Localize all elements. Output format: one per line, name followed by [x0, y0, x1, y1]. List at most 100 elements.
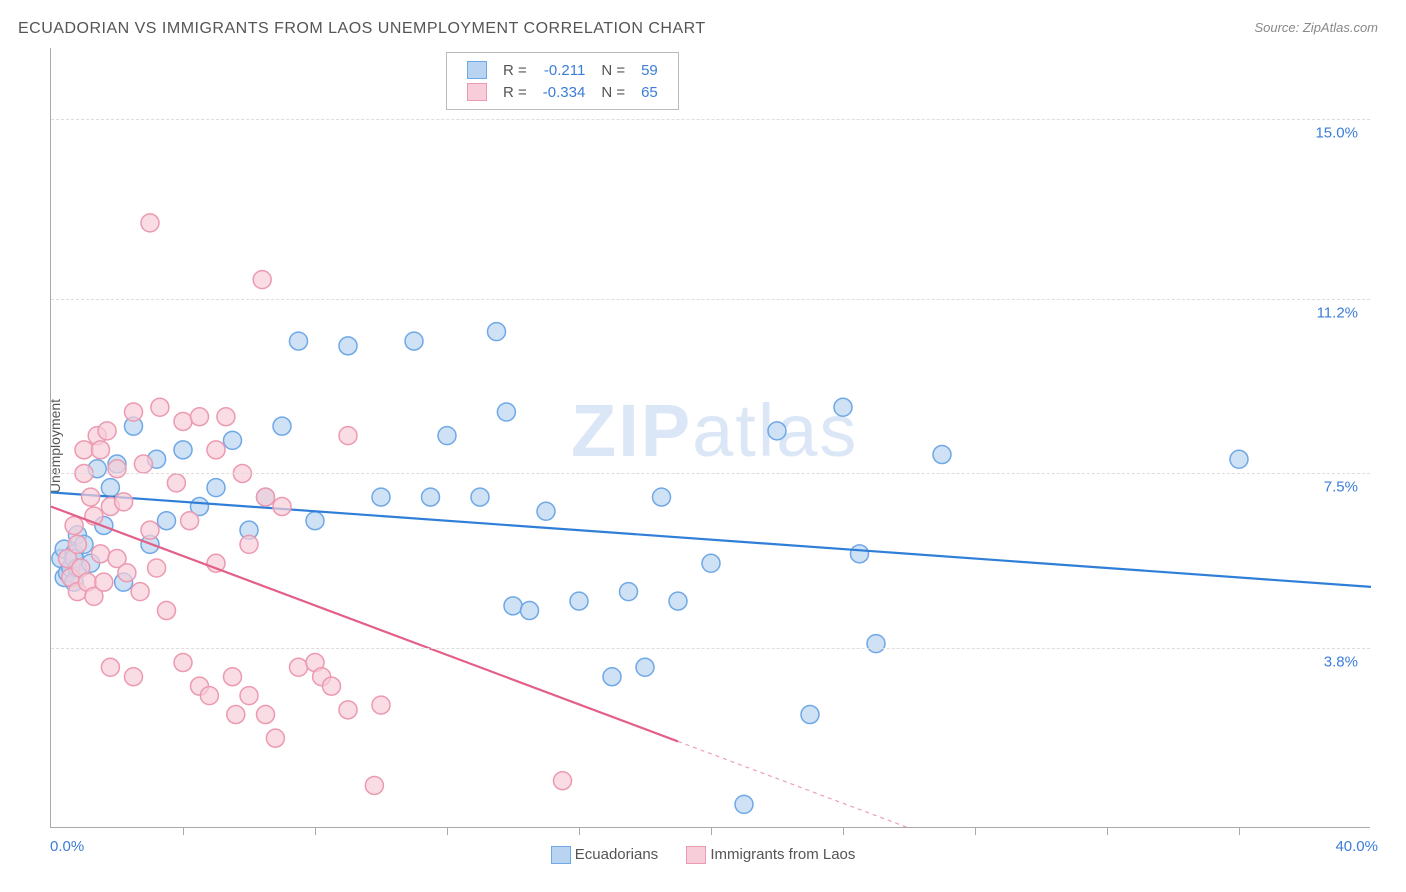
scatter-point: [125, 668, 143, 686]
scatter-point: [504, 597, 522, 615]
scatter-point: [290, 658, 308, 676]
scatter-point: [636, 658, 654, 676]
scatter-point: [240, 687, 258, 705]
scatter-point: [141, 214, 159, 232]
scatter-svg: [51, 48, 1370, 827]
scatter-point: [174, 441, 192, 459]
scatter-point: [92, 545, 110, 563]
y-tick-label: 7.5%: [1324, 479, 1358, 496]
scatter-point: [257, 488, 275, 506]
legend-stats: R = -0.211 N = 59 R = -0.334 N = 65: [446, 52, 679, 110]
scatter-point: [200, 687, 218, 705]
legend-bottom: Ecuadorians Immigrants from Laos: [0, 846, 1406, 864]
y-tick-label: 3.8%: [1324, 654, 1358, 671]
scatter-point: [867, 635, 885, 653]
scatter-point: [620, 583, 638, 601]
scatter-point: [158, 602, 176, 620]
scatter-point: [323, 677, 341, 695]
scatter-point: [174, 412, 192, 430]
scatter-point: [471, 488, 489, 506]
scatter-point: [257, 706, 275, 724]
scatter-point: [125, 403, 143, 421]
scatter-point: [68, 535, 86, 553]
scatter-point: [554, 772, 572, 790]
scatter-point: [95, 573, 113, 591]
scatter-point: [851, 545, 869, 563]
plot-area: ZIPatlas 3.8%7.5%11.2%15.0%: [50, 48, 1370, 828]
source-attribution: Source: ZipAtlas.com: [1254, 20, 1378, 35]
legend-item: Immigrants from Laos: [686, 846, 855, 864]
scatter-point: [290, 332, 308, 350]
scatter-point: [537, 502, 555, 520]
grid-line: [51, 473, 1370, 474]
scatter-point: [224, 668, 242, 686]
scatter-point: [702, 554, 720, 572]
scatter-point: [115, 493, 133, 511]
scatter-point: [151, 398, 169, 416]
x-tick: [183, 827, 184, 835]
x-max-label: 40.0%: [1335, 838, 1378, 855]
scatter-point: [801, 706, 819, 724]
scatter-point: [834, 398, 852, 416]
x-tick: [315, 827, 316, 835]
scatter-point: [488, 323, 506, 341]
scatter-point: [148, 559, 166, 577]
scatter-point: [253, 271, 271, 289]
scatter-point: [207, 441, 225, 459]
scatter-point: [181, 512, 199, 530]
scatter-point: [372, 488, 390, 506]
chart-title: ECUADORIAN VS IMMIGRANTS FROM LAOS UNEMP…: [18, 20, 706, 38]
x-tick: [1107, 827, 1108, 835]
scatter-point: [438, 427, 456, 445]
trend-line: [51, 507, 678, 742]
scatter-point: [131, 583, 149, 601]
grid-line: [51, 648, 1370, 649]
scatter-point: [735, 795, 753, 813]
scatter-point: [92, 441, 110, 459]
scatter-point: [191, 408, 209, 426]
scatter-point: [306, 512, 324, 530]
scatter-point: [1230, 450, 1248, 468]
scatter-point: [933, 446, 951, 464]
x-tick: [447, 827, 448, 835]
scatter-point: [141, 521, 159, 539]
scatter-point: [339, 337, 357, 355]
scatter-point: [273, 417, 291, 435]
scatter-point: [227, 706, 245, 724]
scatter-point: [669, 592, 687, 610]
scatter-point: [65, 516, 83, 534]
scatter-point: [101, 479, 119, 497]
scatter-point: [108, 460, 126, 478]
scatter-point: [167, 474, 185, 492]
scatter-point: [217, 408, 235, 426]
scatter-point: [224, 431, 242, 449]
scatter-point: [339, 427, 357, 445]
scatter-point: [98, 422, 116, 440]
scatter-point: [422, 488, 440, 506]
scatter-point: [82, 488, 100, 506]
scatter-point: [134, 455, 152, 473]
trend-line-dashed: [678, 741, 909, 828]
scatter-point: [101, 658, 119, 676]
scatter-point: [497, 403, 515, 421]
x-tick: [579, 827, 580, 835]
scatter-point: [75, 441, 93, 459]
scatter-point: [653, 488, 671, 506]
y-tick-label: 11.2%: [1317, 304, 1358, 321]
scatter-point: [405, 332, 423, 350]
x-tick: [1239, 827, 1240, 835]
scatter-point: [118, 564, 136, 582]
scatter-point: [603, 668, 621, 686]
scatter-point: [174, 654, 192, 672]
grid-line: [51, 119, 1370, 120]
scatter-point: [207, 479, 225, 497]
scatter-point: [768, 422, 786, 440]
scatter-point: [339, 701, 357, 719]
scatter-point: [365, 776, 383, 794]
scatter-point: [266, 729, 284, 747]
x-min-label: 0.0%: [50, 838, 84, 855]
legend-item: Ecuadorians: [551, 846, 659, 864]
scatter-point: [570, 592, 588, 610]
scatter-point: [240, 535, 258, 553]
x-tick: [975, 827, 976, 835]
